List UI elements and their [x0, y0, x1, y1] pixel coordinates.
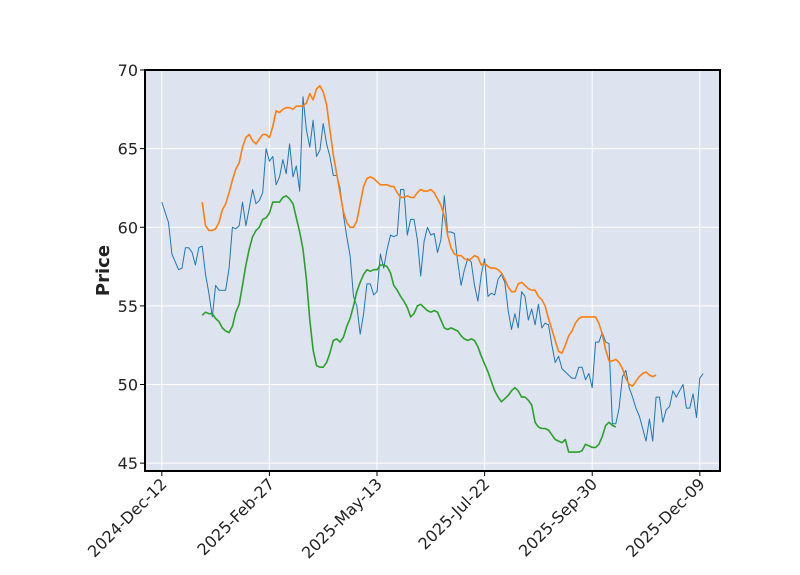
y-tick-label: 65: [118, 140, 138, 159]
y-axis-title: Price: [93, 245, 114, 296]
series-line-3: [201, 195, 617, 453]
series-line-1: [161, 96, 704, 442]
plot-background: [145, 70, 720, 471]
plot-frame: [144, 69, 721, 472]
y-tick-label: 50: [118, 376, 138, 395]
x-axis: 2024-Dec-12 2025-Feb-27 2025-May-13 2025-Ju…: [84, 471, 709, 562]
y-tick-label: 60: [118, 218, 138, 237]
x-tick-label: 2025-Dec-09: [622, 474, 709, 561]
series-lines: [161, 84, 704, 453]
x-tick-label: 2025-May-13: [298, 474, 386, 562]
x-tick-label: 2025-Feb-27: [193, 474, 278, 559]
x-tick-label: 2024-Dec-12: [84, 474, 171, 561]
y-tick-label: 70: [118, 61, 138, 80]
y-tick-label: 45: [118, 454, 138, 473]
x-tick-label: 2025-Sep-30: [515, 474, 601, 560]
y-tick-label: 55: [118, 297, 138, 316]
series-line-2: [201, 84, 657, 387]
y-axis: 45 50 55 60 65 70: [118, 61, 145, 473]
x-tick-label: 2025-Jul-22: [414, 474, 493, 553]
